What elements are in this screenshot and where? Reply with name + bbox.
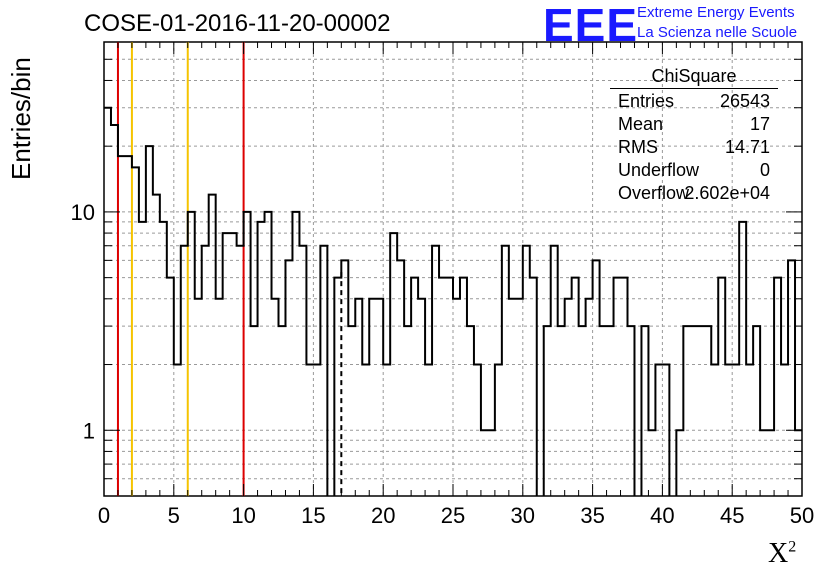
stats-key: Mean: [618, 114, 664, 134]
x-tick-label: 15: [301, 503, 325, 528]
stats-value: 2.602e+04: [684, 183, 770, 203]
y-tick-label: 1: [83, 418, 95, 443]
stats-key: Underflow: [618, 160, 700, 180]
x-tick-label: 45: [720, 503, 744, 528]
stats-row-entries: Entries 26543: [610, 91, 778, 114]
y-axis-label: Entries/bin: [6, 57, 36, 180]
stats-key: Overflow: [618, 183, 690, 203]
x-axis-label-superscript: 2: [788, 538, 797, 556]
logo-subtitle-line1: Extreme Energy Events: [637, 4, 795, 21]
x-tick-label: 30: [511, 503, 535, 528]
stats-row-rms: RMS 14.71: [610, 137, 778, 160]
stats-value: 0: [759, 160, 770, 180]
stats-row-overflow: Overflow 2.602e+04: [610, 183, 778, 206]
x-axis-label: X2: [768, 538, 797, 569]
logo-subtitle-line2: La Scienza nelle Scuole: [637, 24, 798, 41]
chart-title: COSE-01-2016-11-20-00002: [84, 10, 391, 37]
x-tick-label: 0: [98, 503, 110, 528]
y-tick-label: 10: [71, 200, 95, 225]
x-tick-label: 40: [650, 503, 674, 528]
stats-box-title: ChiSquare: [610, 66, 778, 89]
x-tick-label: 35: [580, 503, 604, 528]
stats-value: 26543: [719, 91, 770, 111]
stats-key: Entries: [618, 91, 675, 111]
x-tick-label: 25: [441, 503, 465, 528]
stats-value: 17: [749, 114, 770, 134]
x-tick-label: 50: [790, 503, 814, 528]
stats-key: RMS: [618, 137, 658, 157]
eee-logo: EEE: [543, 0, 639, 51]
stats-box: ChiSquare Entries 26543 Mean 17 RMS 14.7…: [610, 66, 778, 206]
x-tick-label: 5: [168, 503, 180, 528]
histogram-steps: [104, 106, 802, 496]
x-tick-label: 20: [371, 503, 395, 528]
stats-value: 14.71: [724, 137, 770, 157]
x-tick-label: 10: [231, 503, 255, 528]
stats-row-mean: Mean 17: [610, 114, 778, 137]
stats-row-underflow: Underflow 0: [610, 160, 778, 183]
